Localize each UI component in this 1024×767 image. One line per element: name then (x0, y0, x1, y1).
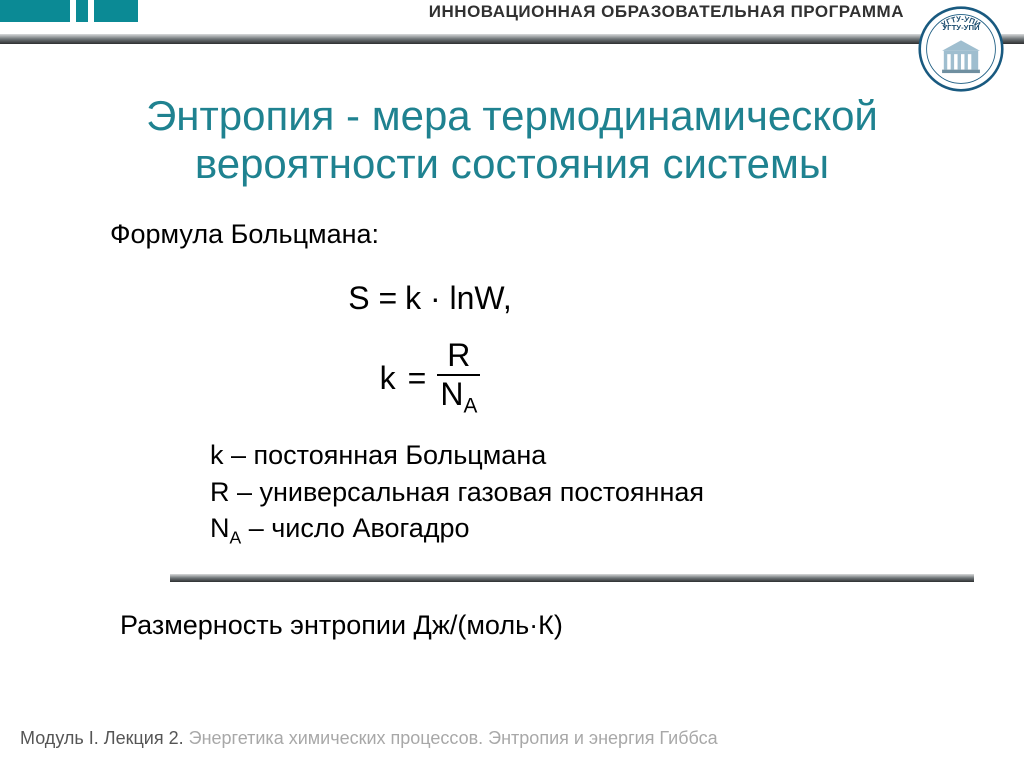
def-NA-sub: A (230, 528, 242, 548)
logo-text: УГТУ-УПИ (942, 23, 980, 32)
footer: Модуль I. Лекция 2. Энергетика химически… (20, 728, 718, 749)
university-logo: УГТУ-УПИ УГТУ-УПИ (918, 6, 1004, 92)
entropy-formula: S = k · lnW, (110, 280, 750, 317)
def-NA: NA – число Авогадро (210, 510, 1024, 550)
program-label: ИННОВАЦИОННАЯ ОБРАЗОВАТЕЛЬНАЯ ПРОГРАММА (429, 2, 904, 22)
fraction-numerator: R (437, 339, 480, 377)
def-R: R – универсальная газовая постоянная (210, 474, 1024, 510)
formula-block: S = k · lnW, k = R NA (110, 280, 750, 430)
fraction-denominator: NA (440, 376, 477, 417)
mid-divider (170, 574, 974, 582)
title-line-2: вероятности состояния системы (195, 140, 829, 187)
den-A-sub: A (463, 395, 477, 418)
den-N: N (440, 376, 463, 412)
header-bar: ИННОВАЦИОННАЯ ОБРАЗОВАТЕЛЬНАЯ ПРОГРАММА (0, 0, 1024, 44)
header-divider (0, 34, 1024, 44)
accent-block (0, 0, 70, 22)
footer-topic: Энергетика химических процессов. Энтропи… (184, 728, 718, 748)
equals-sign: = (378, 280, 396, 316)
def-NA-text: – число Авогадро (241, 513, 469, 543)
content-area: Формула Больцмана: S = k · lnW, k = R NA… (0, 219, 1024, 642)
formula-S: S (348, 280, 369, 316)
formula-klnw: k · lnW, (405, 280, 512, 316)
accent-block (76, 0, 88, 22)
def-NA-sym: N (210, 513, 230, 543)
equals-sign: = (408, 360, 426, 397)
boltzmann-formula-label: Формула Больцмана: (110, 219, 1024, 250)
accent-blocks (0, 0, 138, 22)
title-line-1: Энтропия - мера термодинамической (146, 92, 878, 139)
boltzmann-constant-formula: k = R NA (380, 339, 481, 418)
formula-k: k (380, 360, 396, 397)
def-k: k – постоянная Больцмана (210, 437, 1024, 473)
footer-module: Модуль I. Лекция 2. (20, 728, 184, 748)
fraction: R NA (437, 339, 480, 418)
definitions-list: k – постоянная Больцмана R – универсальн… (110, 437, 1024, 550)
accent-block (94, 0, 138, 22)
entropy-dimension: Размерность энтропии Дж/(моль·К) (110, 610, 1024, 641)
slide-title: Энтропия - мера термодинамической вероят… (0, 92, 1024, 189)
